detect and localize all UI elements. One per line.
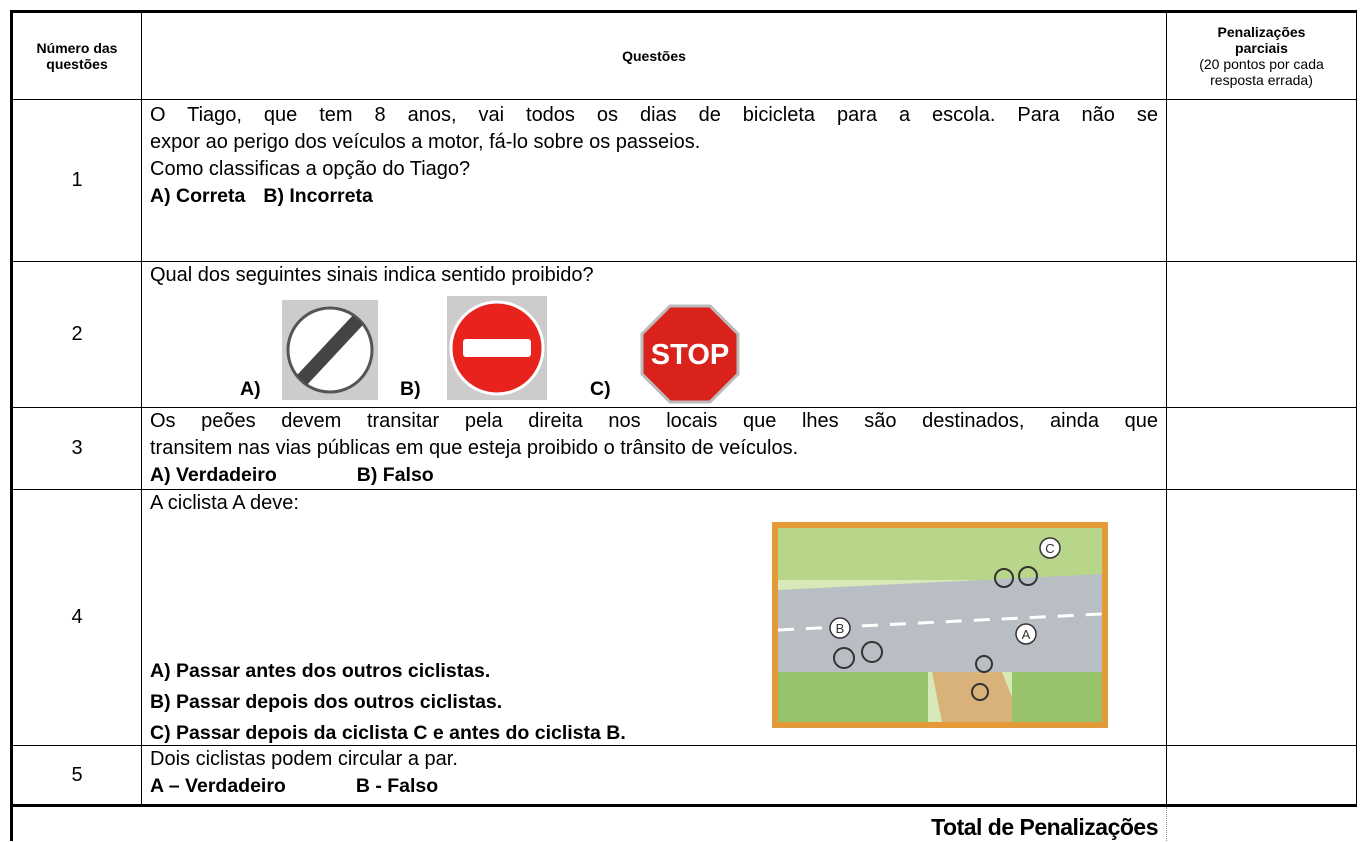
- row-penalty: [1166, 745, 1357, 807]
- shape: [1018, 566, 1038, 586]
- row-penalty: [1166, 407, 1357, 490]
- shape: [1015, 623, 1037, 645]
- answer: A) Passar antes dos outros ciclistas.: [150, 660, 491, 682]
- shape: [778, 574, 1102, 672]
- cyclists-illustration: A B C: [772, 522, 1108, 728]
- shape: [463, 339, 531, 357]
- penalty-title: Penalizações parciais: [1217, 24, 1306, 56]
- answer: C): [590, 378, 611, 400]
- shape: [833, 566, 1038, 701]
- row-penalty: [1166, 261, 1357, 408]
- row-penalty: [1166, 489, 1357, 746]
- shape: [778, 672, 928, 722]
- row: 2 Qual dos seguintes sinais indica senti…: [10, 261, 1357, 408]
- shape: [971, 683, 989, 701]
- shape: [1039, 537, 1061, 559]
- answers: A) Correta B) Incorreta: [150, 183, 1158, 210]
- sign-stop: STOP: [640, 304, 740, 404]
- row-number: 4: [10, 489, 142, 746]
- row-question: Qual dos seguintes sinais indica sentido…: [141, 261, 1167, 408]
- line: Como classificas a opção do Tiago?: [150, 158, 471, 180]
- image-label: C: [1045, 541, 1054, 556]
- line: A ciclista A deve:: [150, 492, 299, 514]
- image-label: B: [836, 621, 845, 636]
- answer: A) Correta: [150, 185, 246, 207]
- row: 3 Os peões devem transitar pela direita …: [10, 407, 1357, 490]
- answer: B) Passar depois dos outros ciclistas.: [150, 691, 503, 713]
- shape: [932, 672, 1022, 722]
- line: Os peões devem transitar pela direita no…: [150, 410, 1158, 432]
- line: expor ao perigo dos veículos a motor, fá…: [150, 131, 701, 153]
- line: Qual dos seguintes sinais indica sentido…: [150, 264, 594, 286]
- shape: [296, 315, 364, 385]
- row: 1 O Tiago, que tem 8 anos, vai todos os …: [10, 99, 1357, 262]
- row-question: Dois ciclistas podem circular a par. A –…: [141, 745, 1167, 807]
- line: O Tiago, que tem 8 anos, vai todos os di…: [150, 104, 1158, 126]
- shape: [994, 568, 1014, 588]
- row-question: A ciclista A deve: A) Passar antes dos o…: [141, 489, 1167, 749]
- penalty-note: (20 pontos por cada resposta errada): [1199, 56, 1324, 88]
- shape: [829, 537, 1061, 645]
- question-table: Número das questões Questões Penalizaçõe…: [10, 10, 1357, 841]
- shape: [829, 617, 851, 639]
- answer: A): [240, 378, 261, 400]
- sign-text: STOP: [651, 339, 729, 371]
- shape: [861, 641, 883, 663]
- line: Dois ciclistas podem circular a par.: [150, 748, 458, 770]
- total-value: [1166, 805, 1357, 841]
- shape: [975, 655, 993, 673]
- answers: A – Verdadeiro B - Falso: [150, 773, 1158, 800]
- answer: B) Falso: [356, 464, 434, 486]
- answer: C) Passar depois da ciclista C e antes d…: [150, 722, 626, 744]
- header-question: Questões: [141, 10, 1167, 100]
- total-row: Total de Penalizações: [10, 805, 1357, 841]
- answer: B): [400, 378, 421, 400]
- line: transitem nas vias públicas em que estej…: [150, 437, 799, 459]
- shape: Número das questões Questões Penalizaçõe…: [10, 10, 1357, 841]
- answers: A) Passar antes dos outros ciclistas. B)…: [150, 656, 626, 749]
- row-number: 5: [10, 745, 142, 807]
- row-penalty: [1166, 99, 1357, 262]
- answer: A) Verdadeiro: [150, 464, 277, 486]
- total-label: Total de Penalizações: [10, 805, 1167, 841]
- answer: A – Verdadeiro: [150, 775, 286, 797]
- row-number: 2: [10, 261, 142, 408]
- row-question: Os peões devem transitar pela direita no…: [141, 407, 1167, 490]
- row-question: O Tiago, que tem 8 anos, vai todos os di…: [141, 99, 1167, 262]
- row: 5 Dois ciclistas podem circular a par. A…: [10, 745, 1357, 807]
- sign-no-entry: [447, 296, 547, 400]
- header-number: Número das questões: [10, 10, 142, 100]
- shape: [1012, 672, 1102, 722]
- sign-end-restrictions: [282, 300, 378, 400]
- shape: A B C: [836, 541, 1055, 642]
- header-row: Número das questões Questões Penalizaçõe…: [10, 10, 1357, 100]
- row: 4 A ciclista A deve: A) Passar antes dos…: [10, 489, 1357, 749]
- row-number: 1: [10, 99, 142, 262]
- shape: [640, 304, 740, 404]
- answer: B - Falso: [355, 775, 439, 797]
- header-penalty: Penalizações parciais (20 pontos por cada…: [1166, 10, 1357, 100]
- image-label: A: [1022, 627, 1031, 642]
- row-number: 3: [10, 407, 142, 490]
- answer: B) Incorreta: [263, 185, 373, 207]
- answers: A) Verdadeiro B) Falso: [150, 462, 1158, 489]
- shape: [833, 647, 855, 669]
